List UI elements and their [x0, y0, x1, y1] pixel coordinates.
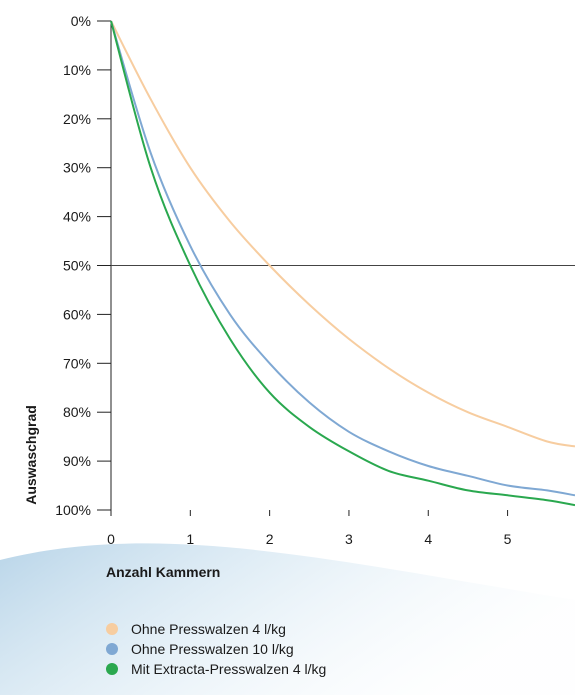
series-line — [110, 20, 575, 507]
y-tick-label: 20% — [63, 111, 91, 127]
y-axis-title: Auswaschgrad — [23, 405, 39, 505]
y-tick-label: 100% — [55, 502, 91, 518]
y-tick-label: 10% — [63, 62, 91, 78]
y-tick-label: 80% — [63, 404, 91, 420]
x-axis-title: Anzahl Kammern — [106, 564, 220, 580]
y-tick-label: 60% — [63, 306, 91, 322]
x-tick-label: 0 — [107, 531, 115, 547]
y-tick-label: 30% — [63, 160, 91, 176]
legend-swatch-icon — [106, 643, 118, 655]
series-line — [110, 20, 575, 448]
series-layer — [110, 20, 575, 507]
legend-swatch-icon — [106, 623, 118, 635]
x-tick-label: 3 — [345, 531, 353, 547]
y-tick-label: 40% — [63, 209, 91, 225]
legend-label: Mit Extracta-Presswalzen 4 l/kg — [131, 661, 327, 677]
legend-item: Mit Extracta-Presswalzen 4 l/kg — [106, 659, 326, 679]
y-tick-label: 70% — [63, 355, 91, 371]
legend: Ohne Presswalzen 4 l/kg Ohne Presswalzen… — [106, 619, 326, 679]
series-line — [110, 20, 575, 497]
x-tick-label: 5 — [504, 531, 512, 547]
legend-item: Ohne Presswalzen 4 l/kg — [106, 619, 326, 639]
y-tick-label: 0% — [71, 13, 91, 29]
labels: 0% 10% 20% 30% 40% 50% 60% 70% 80% 90% 100% 0 1 2 3 4 5 A… — [23, 13, 512, 580]
y-tick-label: 90% — [63, 453, 91, 469]
x-tick-label: 2 — [266, 531, 274, 547]
y-tick-label: 50% — [63, 258, 91, 274]
legend-item: Ohne Presswalzen 10 l/kg — [106, 639, 326, 659]
legend-swatch-icon — [106, 663, 118, 675]
axes — [97, 20, 575, 516]
x-tick-label: 1 — [186, 531, 194, 547]
x-tick-label: 4 — [424, 531, 432, 547]
legend-label: Ohne Presswalzen 10 l/kg — [131, 641, 294, 657]
legend-label: Ohne Presswalzen 4 l/kg — [131, 621, 286, 637]
